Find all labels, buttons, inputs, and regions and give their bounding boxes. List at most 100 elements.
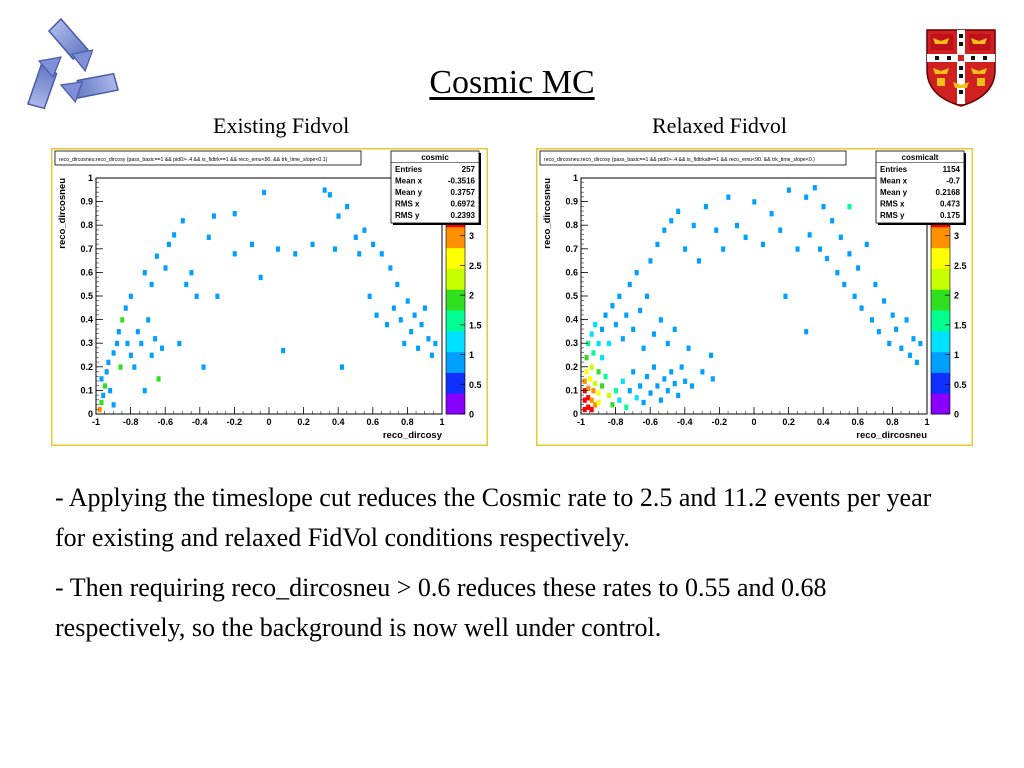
data-cell [395, 281, 400, 288]
data-cell [111, 350, 116, 356]
stats-label: RMS x [880, 200, 905, 209]
data-cell [603, 373, 608, 380]
colorbar-segment [931, 401, 950, 407]
data-cell [613, 388, 618, 394]
colorbar-segment [931, 285, 950, 290]
colorbar-tick-label: 3 [954, 231, 959, 241]
data-cell [864, 241, 869, 248]
colorbar-segment [446, 355, 465, 361]
colorbar-segment [931, 355, 950, 361]
colorbar-segment [931, 251, 950, 257]
data-cell [638, 307, 643, 314]
x-tick-label: 0 [751, 417, 756, 427]
data-cell [679, 364, 684, 370]
colorbar-segment [931, 393, 950, 398]
data-cell [184, 281, 189, 288]
colorbar-segment [931, 293, 950, 299]
data-cell [587, 376, 592, 382]
colorbar-segment [446, 376, 465, 382]
data-cell [149, 352, 154, 358]
colorbar-segment [446, 285, 465, 290]
data-cell [584, 355, 589, 361]
data-cell [830, 218, 835, 224]
data-cell [617, 293, 622, 299]
data-cell [416, 345, 421, 351]
data-cell [593, 380, 598, 387]
x-tick-label: 0.8 [886, 417, 899, 427]
colorbar-tick-label: 1.5 [469, 320, 482, 330]
colorbar-segment [446, 235, 465, 240]
colorbar-segment [931, 280, 950, 286]
data-cell [327, 192, 332, 198]
colorbar-segment [931, 297, 950, 303]
colorbar-segment [446, 409, 465, 415]
y-tick-label: 0.2 [80, 362, 93, 372]
data-cell [691, 222, 696, 229]
data-cell [683, 246, 688, 252]
stats-value: 0.6972 [451, 200, 476, 209]
y-tick-label: 0.1 [80, 385, 93, 395]
data-cell [907, 352, 913, 358]
institute-logo [10, 12, 128, 130]
data-cell [405, 298, 410, 304]
colorbar-segment [931, 276, 950, 282]
colorbar-segment [446, 347, 465, 353]
x-tick-label: -0.2 [227, 417, 243, 427]
data-cell [345, 203, 350, 210]
data-cell [596, 369, 601, 375]
stats-name: cosmic [421, 153, 449, 162]
stats-label: RMS y [395, 211, 420, 220]
x-tick-label: 0 [266, 417, 271, 427]
x-tick-label: 1 [924, 417, 929, 427]
y-tick-label: 0.5 [565, 291, 578, 301]
data-cell [149, 281, 154, 288]
data-cell [658, 397, 663, 403]
data-cell [582, 397, 587, 403]
data-cell [596, 340, 601, 347]
y-tick-label: 0.1 [565, 385, 578, 395]
data-cell [714, 227, 719, 233]
stats-value: 0.175 [940, 211, 961, 220]
stats-box: cosmic Entries 257 Mean x -0.3516 Mean y 0.375… [390, 150, 481, 225]
data-cell [596, 390, 601, 396]
data-cell [617, 397, 622, 403]
data-cell [357, 251, 362, 257]
colorbar-segment [446, 389, 465, 394]
data-cell [322, 187, 327, 193]
data-cell [600, 383, 605, 389]
colorbar-segment [446, 226, 465, 232]
data-cell [852, 293, 857, 299]
data-cell [412, 312, 417, 318]
colorbar-segment [446, 276, 465, 282]
stats-label: Entries [880, 165, 908, 174]
x-tick-label: 0.2 [297, 417, 310, 427]
colorbar-segment [446, 239, 465, 244]
data-cell [709, 352, 714, 358]
data-cell [116, 329, 121, 335]
data-cell [591, 388, 596, 394]
data-cell [582, 406, 587, 413]
data-cell [634, 395, 639, 401]
stats-value: 0.473 [940, 200, 961, 209]
data-cell [409, 329, 414, 335]
data-cell [139, 340, 144, 347]
data-cell [433, 340, 438, 347]
data-cell [847, 251, 852, 257]
data-cell [918, 340, 923, 347]
stats-value: 0.3757 [451, 188, 476, 197]
colorbar-segment [931, 314, 950, 319]
x-axis-label: reco_dircosy [383, 430, 443, 441]
data-cell [651, 364, 656, 370]
data-cell [807, 232, 812, 238]
x-tick-label: -0.8 [123, 417, 139, 427]
colorbar-segment [446, 401, 465, 407]
stats-label: RMS y [880, 211, 905, 220]
data-cell [734, 222, 740, 229]
data-cell [422, 305, 428, 311]
colorbar-segment [931, 310, 950, 315]
data-cell [882, 298, 887, 304]
data-cell [353, 234, 358, 240]
data-cell [371, 241, 376, 248]
data-cell [336, 213, 341, 219]
data-cell [795, 246, 800, 252]
